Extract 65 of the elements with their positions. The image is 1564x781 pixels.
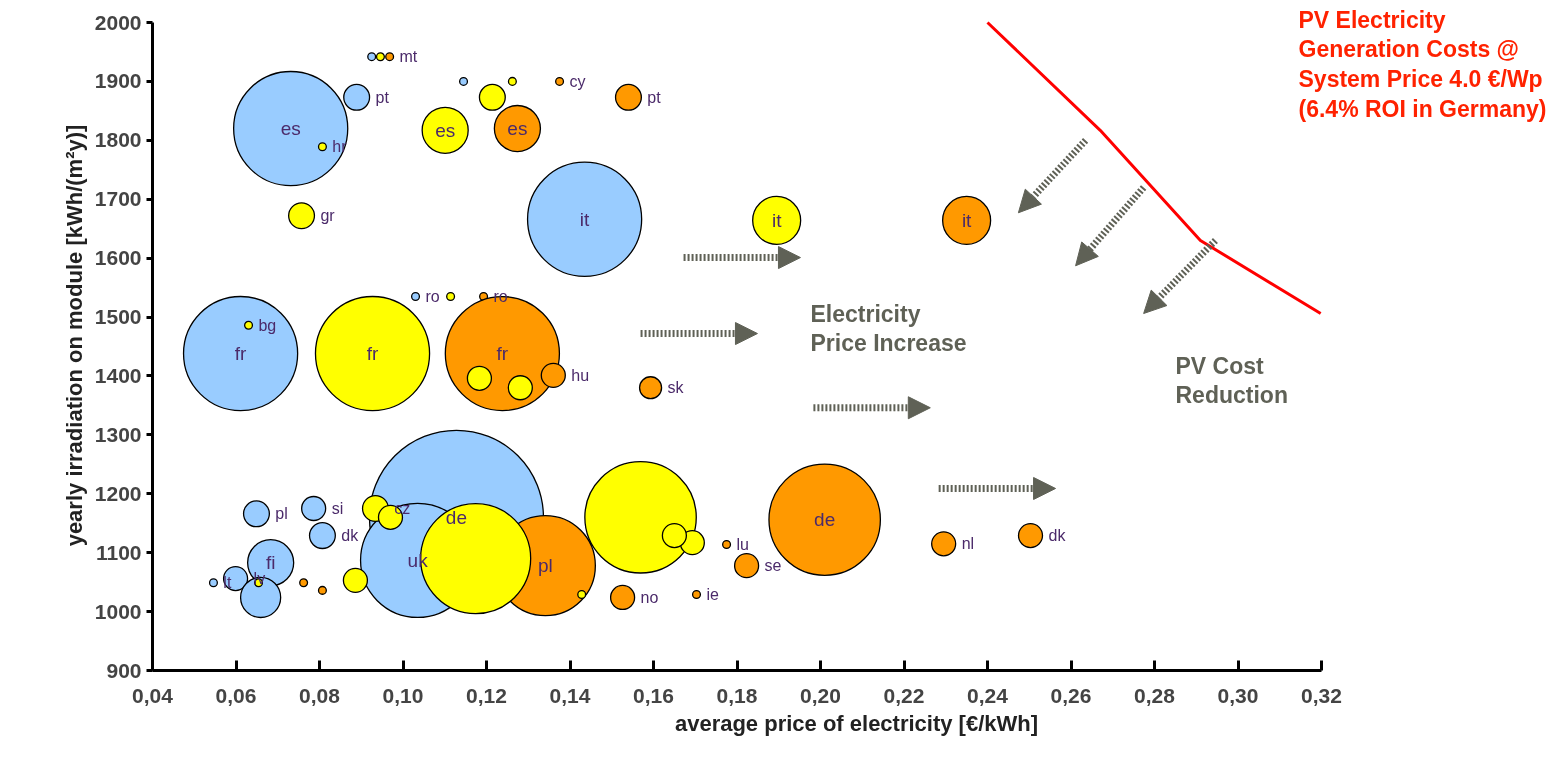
annotation: es [435,119,456,141]
annotation: mt [399,48,418,66]
x-tick-label: 0,30 [1217,683,1259,707]
x-tick-label: 0,06 [215,683,257,707]
annotation: it [579,208,591,230]
annotation: pl [537,555,553,577]
x-tick-label: 0,32 [1301,683,1342,707]
y-tick-label: 1400 [94,363,142,387]
x-tick-label: 0,12 [466,683,507,707]
annotation: hu [571,366,590,384]
x-tick-label: 0,26 [1050,683,1092,707]
x-tick-label: 0,20 [800,683,841,707]
annotation: pt [375,88,390,106]
annotation: es [280,118,301,140]
annotation: de [814,509,836,531]
annotation: fr [366,343,379,365]
annotation: fi [265,552,276,574]
y-tick-label: 1800 [94,128,142,152]
y-tick-label: 1500 [94,305,142,329]
x-tick-label: 0,16 [633,683,674,707]
annotation: fr [496,343,509,365]
annotation: ro [425,287,440,305]
x-axis-title: average price of electricity [€/kWh] [674,710,1039,736]
annotation: pl [275,505,288,523]
annotation: ie [706,586,719,604]
annotation: nl [961,535,975,553]
annotation: Electricity Price Increase [810,300,967,357]
annotation: sk [667,379,685,397]
annotation: bg [258,316,277,334]
y-tick-label: 1300 [94,422,142,446]
annotation: si [331,500,344,517]
annotation: gr [320,207,336,225]
y-tick-label: 1100 [95,540,142,564]
y-tick-label: 1700 [94,187,142,211]
x-tick-label: 0,18 [716,683,758,707]
x-tick-label: 0,22 [883,683,925,707]
x-tick-label: 0,04 [132,683,174,707]
annotation: pt [647,88,662,106]
y-tick-label: 2000 [94,10,142,34]
annotation: dk [1048,527,1067,545]
annotation: lv [253,570,266,588]
annotation: it [961,209,973,231]
annotation: lu [736,535,749,553]
annotation: se [764,557,782,575]
y-tick-label: 1600 [94,246,142,270]
y-tick-label: 1900 [94,69,142,93]
annotation: cy [569,72,586,90]
y-tick-label: 1200 [94,481,142,505]
annotation: PV Electricity Generation Costs @ System Price 4.0 €/Wp (6.4% ROI in Germany) [1298,6,1547,123]
x-tick-label: 0,14 [549,683,591,707]
annotation: ro [493,287,508,305]
y-tick-label: 900 [106,658,142,682]
x-tick-label: 0,08 [299,683,341,707]
y-axis-title: yearly irradiation on module [kWh/(m²y)] [61,124,87,547]
annotation: es [507,118,528,140]
x-tick-label: 0,28 [1134,683,1176,707]
y-tick-label: 1000 [94,599,142,623]
annotation: PV Cost Reduction [1175,352,1288,409]
annotation: fr [234,343,248,365]
annotation: dk [341,527,360,545]
x-tick-label: 0,10 [382,683,424,707]
annotation: de [445,506,468,528]
x-tick-label: 0,24 [967,683,1009,707]
annotation: it [771,209,783,231]
annotation: no [640,588,659,606]
